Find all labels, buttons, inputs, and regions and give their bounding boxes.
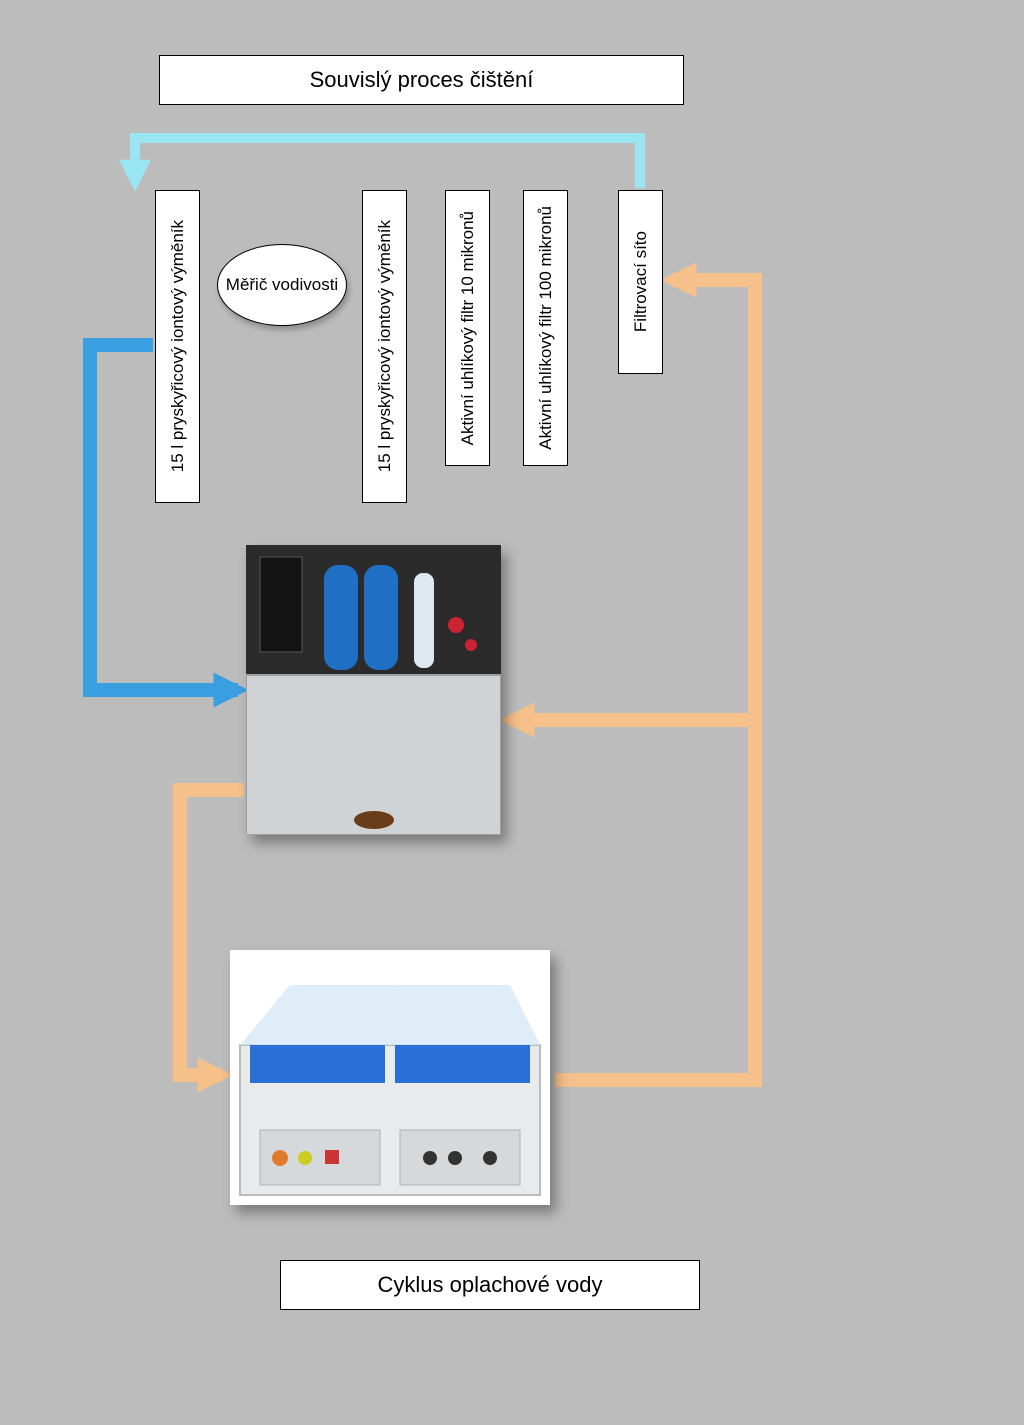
column-label: Aktivní uhlíkový filtr 100 mikronů (536, 206, 556, 450)
machine-filtration-unit (246, 545, 501, 835)
column-carbon-filter-10: Aktivní uhlíkový filtr 10 mikronů (445, 190, 490, 466)
bottom-text: Cyklus oplachové vody (377, 1272, 602, 1298)
arrow-cyan-top (135, 138, 640, 188)
title-box: Souvislý proces čištění (159, 55, 684, 105)
column-filter-sieve: Filtrovací síto (618, 190, 663, 374)
meter-ellipse: Měřič vodivosti (217, 244, 347, 326)
column-ion-exchanger-1: 15 l pryskyřicový iontový výměník (155, 190, 200, 503)
bottom-box: Cyklus oplachové vody (280, 1260, 700, 1310)
arrows-layer (0, 0, 1024, 1425)
title-text: Souvislý proces čištění (310, 67, 534, 93)
column-carbon-filter-100: Aktivní uhlíkový filtr 100 mikronů (523, 190, 568, 466)
column-label: Filtrovací síto (631, 231, 651, 332)
machine2-svg (230, 950, 550, 1205)
column-ion-exchanger-2: 15 l pryskyřicový iontový výměník (362, 190, 407, 503)
meter-text: Měřič vodivosti (226, 275, 338, 295)
machine1-svg (246, 545, 501, 835)
arrow-orange-right-long (555, 280, 755, 1080)
column-label: 15 l pryskyřicový iontový výměník (168, 220, 188, 472)
diagram-canvas: Souvislý proces čištění Měřič vodivosti … (0, 0, 1024, 1425)
column-label: Aktivní uhlíkový filtr 10 mikronů (458, 211, 478, 445)
machine-rinse-unit (230, 950, 550, 1205)
column-label: 15 l pryskyřicový iontový výměník (375, 220, 395, 472)
